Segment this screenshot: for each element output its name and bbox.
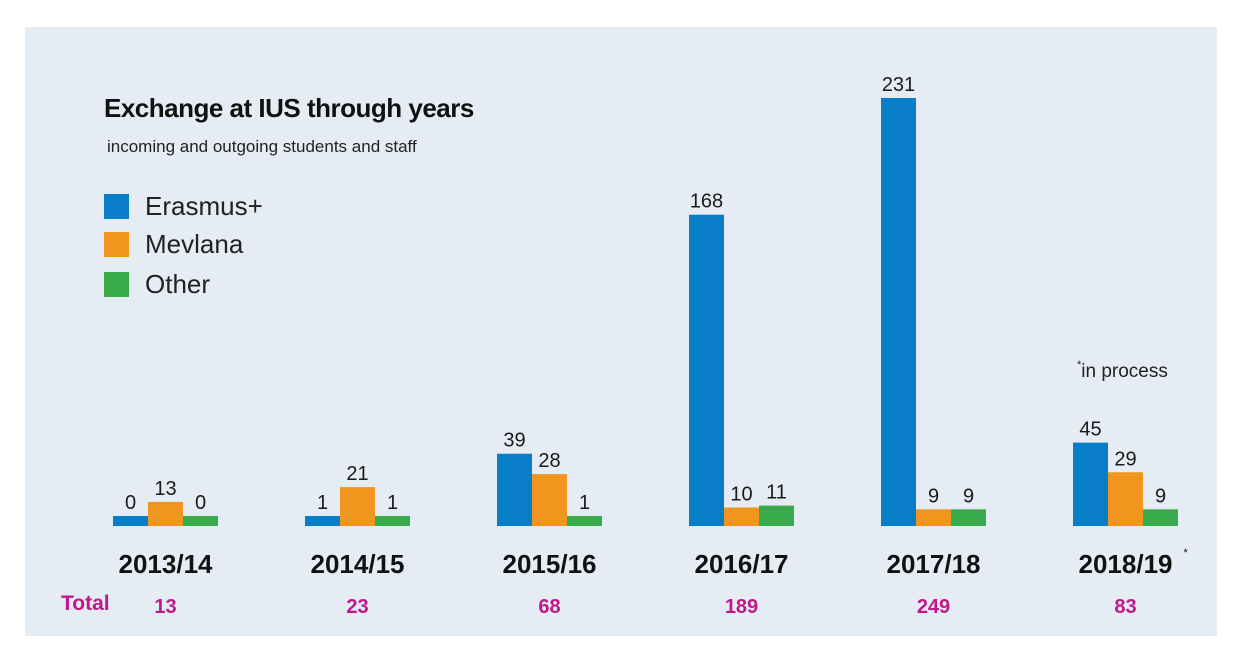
total-value: 13 [154,596,176,618]
legend-swatch-erasmus [104,193,129,219]
bar-group: 39 28 1 2015/16 68 [497,430,602,618]
bar-other [1143,509,1178,526]
total-value: 189 [725,596,758,618]
data-label-erasmus: 0 [125,492,136,514]
legend-label-other: Other [145,268,211,299]
chart-panel [25,27,1217,636]
legend-swatch-mevlana [104,231,129,257]
category-label: 2017/18 [887,549,981,579]
bar-mevlana [1108,472,1143,526]
data-label-other: 9 [1155,485,1166,507]
category-label: 2018/19 [1079,549,1173,579]
note-text: in process [1081,361,1168,382]
data-label-mevlana: 10 [730,483,752,505]
category-label: 2015/16 [503,549,597,579]
bar-group: 1 21 1 2014/15 23 [305,463,410,618]
bar-other [759,505,794,526]
category-label: 2016/17 [695,549,789,579]
bar-erasmus [305,516,340,526]
bar-mevlana [532,474,567,526]
category-asterisk: * [1184,547,1189,559]
in-process-note: *in process [1077,359,1168,383]
data-label-mevlana: 13 [154,478,176,500]
data-label-erasmus: 1 [317,492,328,514]
legend-item-other: Other [104,268,211,299]
data-label-mevlana: 9 [928,485,939,507]
data-label-mevlana: 21 [346,463,368,485]
data-label-erasmus: 231 [882,74,915,96]
bar-mevlana [148,501,183,526]
data-label-erasmus: 45 [1079,419,1101,441]
legend-label-erasmus: Erasmus+ [145,190,263,221]
bar-erasmus [113,516,148,526]
total-value: 83 [1114,596,1136,618]
bar-group: 45 29 9 2018/19 * 83 [1073,419,1189,618]
category-label: 2014/15 [311,549,405,579]
data-label-other: 0 [195,492,206,514]
legend-item-erasmus: Erasmus+ [104,190,263,221]
bar-mevlana [340,487,375,526]
bar-group: 0 13 0 2013/14 13 [113,478,218,618]
bar-group: 168 10 11 2016/17 189 [689,191,794,618]
totals-label: Total [61,592,110,615]
bar-other [567,516,602,526]
bar-erasmus [497,453,532,526]
data-label-erasmus: 39 [503,430,525,452]
legend-item-mevlana: Mevlana [104,228,244,259]
bar-other [183,516,218,526]
bar-erasmus [1073,442,1108,526]
total-value: 249 [917,596,950,618]
chart-subtitle: incoming and outgoing students and staff [107,137,417,156]
data-label-erasmus: 168 [690,191,723,213]
bar-group: 231 9 9 2017/18 249 [881,74,986,618]
bar-erasmus [689,214,724,526]
chart-title: Exchange at IUS through years [104,93,474,123]
data-label-mevlana: 29 [1114,448,1136,470]
legend-swatch-other [104,271,129,297]
bar-other [375,516,410,526]
data-label-other: 1 [579,492,590,514]
data-label-other: 9 [963,485,974,507]
data-label-other: 11 [766,482,787,504]
total-value: 68 [538,596,560,618]
note-asterisk: * [1077,359,1082,371]
bar-erasmus [881,98,916,526]
data-label-mevlana: 28 [538,450,560,472]
bar-mevlana [724,507,759,526]
legend-label-mevlana: Mevlana [145,228,244,259]
total-value: 23 [346,596,368,618]
data-label-other: 1 [387,492,398,514]
category-label: 2013/14 [119,549,214,579]
bar-other [951,509,986,526]
bar-mevlana [916,509,951,526]
